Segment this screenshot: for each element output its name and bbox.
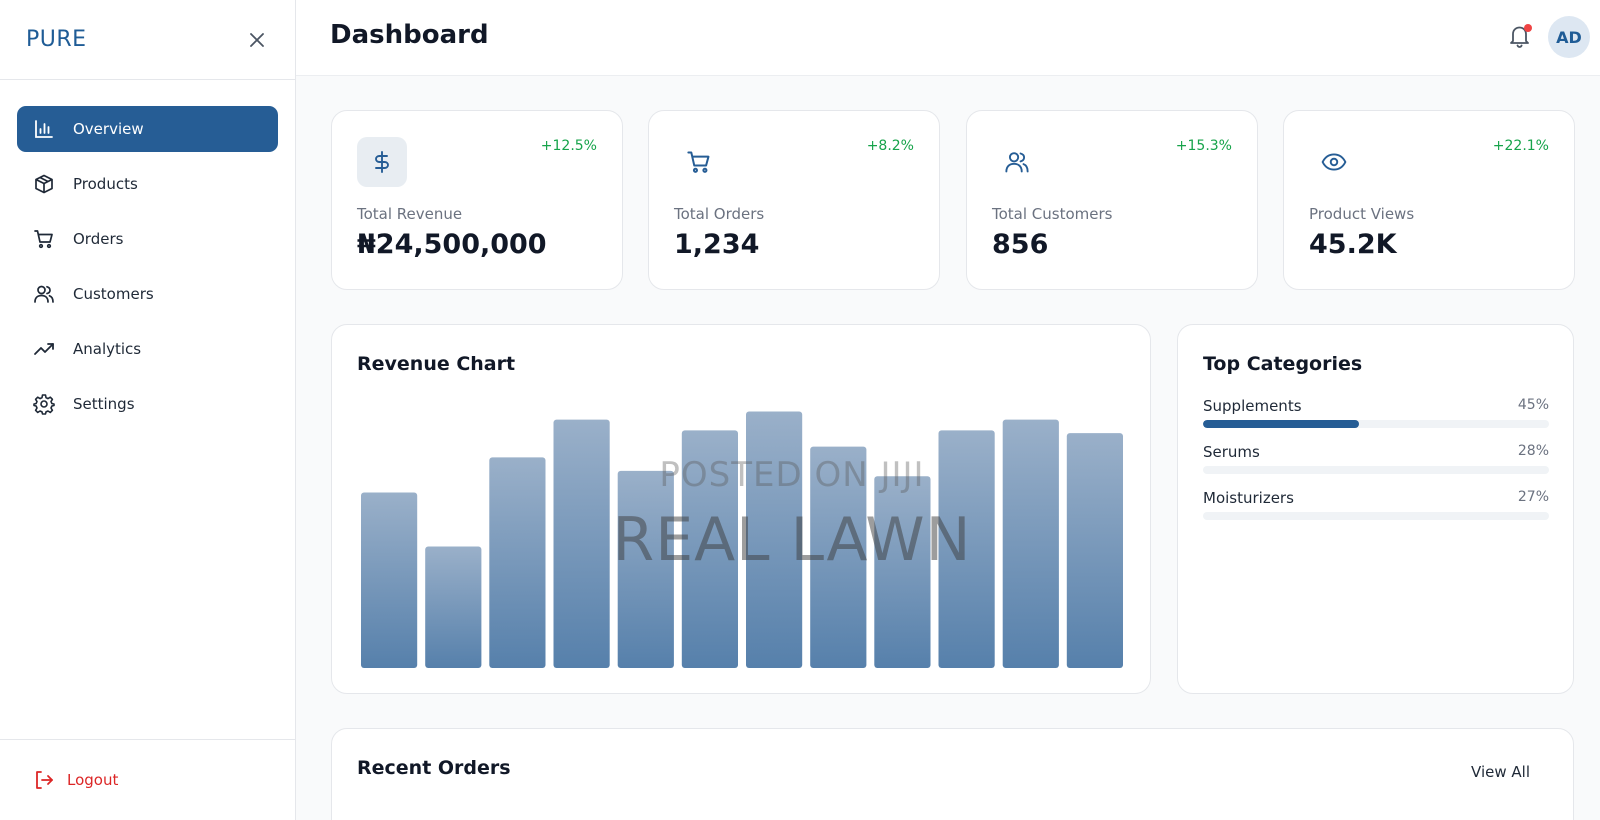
- stat-change: +22.1%: [1492, 138, 1549, 154]
- sidebar-footer: Logout: [0, 739, 295, 820]
- sidebar-item-label: Orders: [73, 230, 124, 248]
- stat-value: 856: [992, 229, 1049, 260]
- revenue-bar-3: [489, 457, 546, 668]
- close-icon: [250, 32, 264, 47]
- revenue-bar-5: [617, 470, 674, 668]
- sidebar-item-orders[interactable]: Orders: [17, 216, 278, 262]
- cart-icon: [674, 137, 724, 187]
- stat-label: Total Orders: [674, 205, 765, 223]
- trending-up-icon: [33, 338, 55, 360]
- sidebar-item-overview[interactable]: Overview: [17, 106, 278, 152]
- category-progress-track: [1203, 420, 1549, 428]
- bell-icon: [1510, 26, 1529, 48]
- stat-value: ₦24,500,000: [357, 229, 547, 260]
- sidebar-item-label: Overview: [73, 120, 144, 138]
- eye-icon: [1309, 137, 1359, 187]
- sidebar-item-label: Customers: [73, 285, 154, 303]
- stat-label: Product Views: [1309, 205, 1415, 223]
- sidebar: PURE Overview Products Orders: [0, 0, 296, 820]
- stat-card-orders: +8.2% Total Orders 1,234: [648, 110, 940, 290]
- revenue-bar-9: [874, 476, 931, 668]
- category-progress-fill: [1203, 420, 1359, 428]
- sidebar-nav: Overview Products Orders Customers Analy…: [0, 80, 295, 427]
- revenue-chart: [361, 411, 1123, 668]
- page-title: Dashboard: [330, 20, 489, 50]
- avatar[interactable]: AD: [1548, 16, 1590, 58]
- top-categories-panel: Top Categories Supplements 45% Serums 28…: [1177, 324, 1574, 694]
- revenue-bar-12: [1066, 433, 1123, 668]
- category-progress-track: [1203, 466, 1549, 474]
- stat-change: +12.5%: [540, 138, 597, 154]
- category-percent: 27%: [1517, 489, 1549, 505]
- category-percent: 45%: [1517, 397, 1549, 413]
- logout-icon: [33, 769, 55, 791]
- sidebar-item-settings[interactable]: Settings: [17, 381, 278, 427]
- stat-card-views: +22.1% Product Views 45.2K: [1283, 110, 1575, 290]
- revenue-bar-11: [1002, 419, 1059, 668]
- revenue-bar-7: [746, 411, 803, 668]
- category-progress-track: [1203, 512, 1549, 520]
- cart-icon: [33, 228, 55, 250]
- sidebar-header: PURE: [0, 0, 295, 80]
- category-row: Supplements 45%: [1203, 397, 1549, 437]
- category-name: Moisturizers: [1203, 489, 1294, 507]
- revenue-bar-2: [425, 546, 482, 668]
- revenue-bar-4: [553, 419, 610, 668]
- revenue-bar-8: [810, 446, 867, 668]
- stat-label: Total Customers: [992, 205, 1113, 223]
- category-percent: 28%: [1517, 443, 1549, 459]
- gear-icon: [33, 393, 55, 415]
- sidebar-item-analytics[interactable]: Analytics: [17, 326, 278, 372]
- stat-change: +8.2%: [866, 138, 914, 154]
- sidebar-item-customers[interactable]: Customers: [17, 271, 278, 317]
- category-row: Serums 28%: [1203, 443, 1549, 483]
- top-bar: Dashboard AD: [296, 0, 1600, 76]
- close-sidebar-button[interactable]: [245, 28, 269, 52]
- users-icon: [33, 283, 55, 305]
- revenue-chart-panel: Revenue Chart POSTED ON JIJI REAL LAWN: [331, 324, 1151, 694]
- revenue-bar-6: [681, 430, 738, 668]
- stat-card-revenue: +12.5% Total Revenue ₦24,500,000: [331, 110, 623, 290]
- revenue-bar-1: [361, 492, 418, 668]
- stat-card-customers: +15.3% Total Customers 856: [966, 110, 1258, 290]
- stat-label: Total Revenue: [357, 205, 463, 223]
- category-name: Serums: [1203, 443, 1260, 461]
- sidebar-item-label: Products: [73, 175, 138, 193]
- category-row: Moisturizers 27%: [1203, 489, 1549, 529]
- revenue-chart-title: Revenue Chart: [357, 353, 516, 375]
- top-categories-title: Top Categories: [1203, 353, 1363, 375]
- logout-button[interactable]: Logout: [33, 769, 118, 791]
- stat-value: 45.2K: [1309, 229, 1397, 260]
- notification-dot: [1524, 24, 1532, 32]
- dollar-icon: [357, 137, 407, 187]
- revenue-bar-10: [938, 430, 995, 668]
- recent-orders-title: Recent Orders: [357, 757, 511, 779]
- sidebar-item-products[interactable]: Products: [17, 161, 278, 207]
- package-icon: [33, 173, 55, 195]
- bar-chart-icon: [33, 118, 55, 140]
- sidebar-item-label: Settings: [73, 395, 135, 413]
- stat-change: +15.3%: [1175, 138, 1232, 154]
- notifications-button[interactable]: [1506, 22, 1534, 50]
- category-name: Supplements: [1203, 397, 1302, 415]
- logout-label: Logout: [67, 771, 119, 789]
- recent-orders-panel: Recent Orders View All: [331, 728, 1574, 820]
- users-icon: [992, 137, 1042, 187]
- stat-value: 1,234: [674, 229, 760, 260]
- brand-logo[interactable]: PURE: [26, 27, 87, 52]
- view-all-link[interactable]: View All: [1471, 763, 1530, 781]
- sidebar-item-label: Analytics: [73, 340, 142, 358]
